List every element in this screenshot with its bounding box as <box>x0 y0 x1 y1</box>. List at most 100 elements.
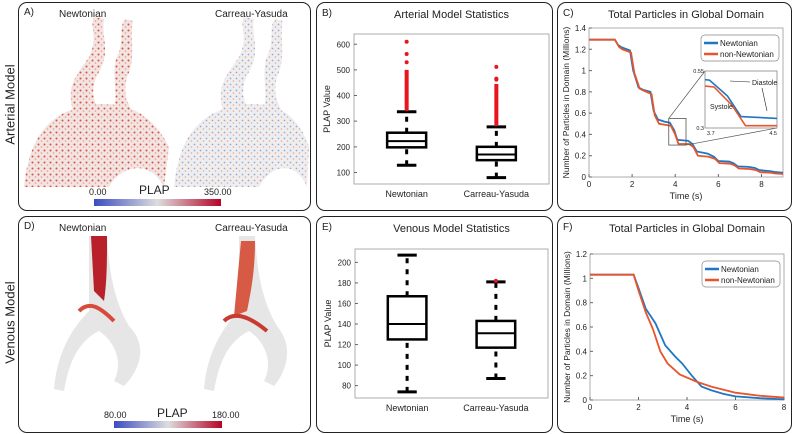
outlier-point <box>404 60 409 65</box>
x-tick-label: 6 <box>733 403 738 412</box>
inset-series-line <box>705 85 777 127</box>
diastole-arrow <box>761 87 768 112</box>
y-tick-label: 0 <box>582 173 587 182</box>
y-tick-label: 1 <box>583 274 588 283</box>
x-tick-label: 8 <box>782 403 787 412</box>
x-tick-label: 6 <box>716 180 721 189</box>
annotation-diastole: Diastole <box>752 80 777 87</box>
outlier-cluster <box>404 69 409 111</box>
carreau-yasuda-title: Carreau-Yasuda <box>215 223 288 234</box>
newtonian-title: Newtonian <box>59 223 107 234</box>
y-tick-label: 1 <box>582 67 587 76</box>
panel-label: B) <box>322 8 332 19</box>
inset-x-tick-label: 3.7 <box>707 131 715 137</box>
x-tick-label: Carreau-Yasuda <box>463 403 528 413</box>
plot-area <box>353 33 550 185</box>
carreau-yasuda-title: Carreau-Yasuda <box>215 9 288 20</box>
x-axis-label: Time (s) <box>671 414 704 424</box>
plot-area <box>354 248 549 399</box>
colorbar-title: PLAP <box>139 183 170 197</box>
chart-title: Arterial Model Statistics <box>394 9 509 21</box>
y-tick-label: 600 <box>337 40 351 49</box>
colorbar-title: PLAP <box>157 406 188 420</box>
panel-label: A) <box>24 7 34 18</box>
carreau-yasuda-arterial-vessel <box>174 17 309 187</box>
y-tick-label: 160 <box>338 299 352 308</box>
annotation-systole: Systole <box>710 104 733 111</box>
newtonian-title: Newtonian <box>59 9 107 20</box>
carreau-yasuda-venous-vessel <box>204 236 288 391</box>
x-axis-label: Time (s) <box>670 191 703 201</box>
venous-particles-chart: F) Total Particles in Global Domain Number… <box>562 222 787 424</box>
x-tick-label: 2 <box>636 403 641 412</box>
inset-y-tick-label: 0.3 <box>696 126 704 132</box>
x-tick-label: 0 <box>588 403 593 412</box>
arterial-vessel-render <box>24 17 309 187</box>
y-tick-label: 1.4 <box>575 24 587 33</box>
y-tick-label: 0.2 <box>576 372 588 381</box>
colorbar-min: 0.00 <box>89 187 107 197</box>
legend-label: non-Newtonian <box>721 276 775 285</box>
series-line-newtonian <box>590 273 785 401</box>
inset-x-tick-label: 4.5 <box>769 131 777 137</box>
y-tick-label: 80 <box>342 382 351 391</box>
y-tick-label: 0.6 <box>576 323 588 332</box>
y-tick-label: 0 <box>583 396 588 405</box>
x-tick-label: Carreau-Yasuda <box>464 189 529 199</box>
venous-boxplot: E) Venous Model Statistics PLAP Value 80 100… <box>322 222 549 413</box>
legend <box>700 34 780 62</box>
panel-label: D) <box>24 221 35 232</box>
colorbar-min: 80.00 <box>104 410 127 420</box>
newtonian-arterial-vessel <box>24 17 169 187</box>
y-tick-label: 180 <box>338 279 352 288</box>
zoom-connector <box>685 127 778 146</box>
series-line-non-newtonian <box>589 38 784 175</box>
y-tick-label: 0.8 <box>576 299 588 308</box>
iqr-box <box>386 295 428 341</box>
chart-title: Venous Model Statistics <box>393 223 510 235</box>
outlier-cluster <box>494 84 499 127</box>
x-tick-label: Newtonian <box>386 403 429 413</box>
y-tick-label: 0.4 <box>575 130 587 139</box>
series-line-non-newtonian <box>590 273 785 399</box>
inset-series-line <box>705 78 777 120</box>
plap-colorbar <box>94 199 221 206</box>
y-tick-label: 140 <box>338 320 352 329</box>
y-tick-label: 100 <box>338 361 352 370</box>
panel-label: C) <box>563 8 574 19</box>
chart-title: Total Particles in Global Domain <box>608 9 764 21</box>
plot-area <box>588 27 784 178</box>
y-tick-label: 300 <box>337 117 351 126</box>
x-tick-label: 4 <box>673 180 678 189</box>
panel-label: E) <box>322 222 332 233</box>
panel-f-venous-particles: F) Total Particles in Global Domain Number… <box>557 216 792 433</box>
legend-label: non-Newtonian <box>720 50 774 59</box>
y-tick-label: 0.4 <box>576 347 588 356</box>
x-tick-label: Newtonian <box>385 189 428 199</box>
y-tick-label: 100 <box>337 168 351 177</box>
diastole-arrow <box>729 80 751 83</box>
y-tick-label: 200 <box>337 143 351 152</box>
x-tick-label: 8 <box>759 180 764 189</box>
colorbar-max: 350.00 <box>204 187 232 197</box>
outlier-point <box>404 52 409 56</box>
legend-label: Newtonian <box>721 265 759 274</box>
panel-label: F) <box>563 222 572 233</box>
arterial-boxplot: B) Arterial Model Statistics PLAP Value 100… <box>322 8 550 199</box>
chart-title: Total Particles in Global Domain <box>609 223 765 235</box>
outlier-point <box>494 64 499 69</box>
y-tick-label: 0.8 <box>575 88 587 97</box>
zoom-region-box <box>668 118 687 146</box>
y-axis-label: Number of Particles in Domain (Millions) <box>562 251 572 403</box>
y-tick-label: 0.6 <box>575 109 587 118</box>
x-tick-label: 0 <box>587 180 592 189</box>
arterial-particles-chart: C) Total Particles in Global Domain Number… <box>561 8 784 201</box>
x-tick-label: 2 <box>630 180 635 189</box>
iqr-box <box>475 145 518 162</box>
newtonian-venous-vessel <box>54 236 141 391</box>
y-axis-label: Number of Particles in Domain (Millions) <box>561 27 571 179</box>
x-tick-label: 4 <box>685 403 690 412</box>
y-axis-label: PLAP Value <box>323 300 333 348</box>
iqr-box <box>475 319 517 349</box>
row-label-venous: Venous Model <box>2 281 18 364</box>
